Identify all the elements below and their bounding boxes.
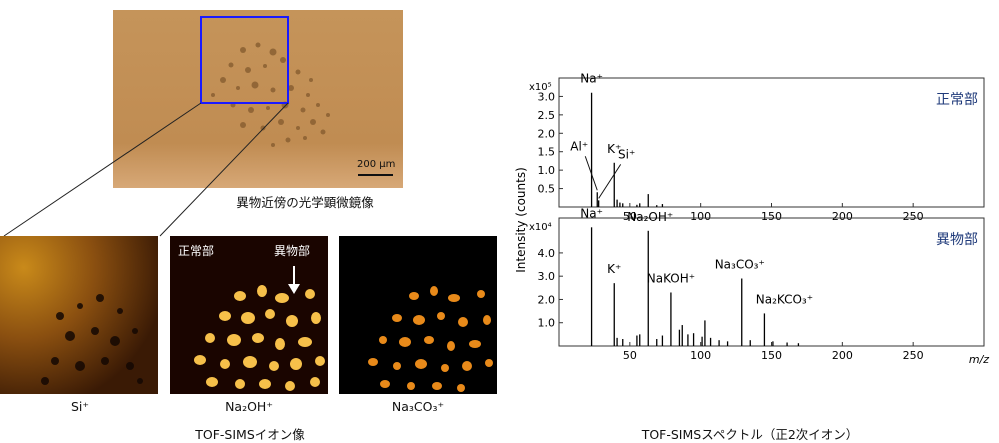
micrograph-caption: 異物近傍の光学顕微鏡像 [236,195,374,210]
micrograph-particles [211,42,330,147]
zoom-region-marker [200,16,289,104]
peak-annotation: Na⁺ [580,72,603,86]
peak-annotation: Al⁺ [570,139,588,153]
y-multiplier: x10⁴ [529,222,552,233]
peak-annotation: Na₃CO₃⁺ [715,258,765,272]
y-tick-label: 3.0 [538,270,556,283]
x-tick-label: 50 [623,210,637,223]
peak-annotation: Na₂OH⁺ [627,210,673,224]
x-tick-label: 150 [761,210,782,223]
y-tick-label: 1.0 [538,317,556,330]
plot-frame [558,217,985,347]
y-tick-label: 2.5 [538,109,556,122]
x-tick-label: 150 [761,349,782,362]
y-tick-label: 1.0 [538,164,556,177]
scale-bar-label: 200 µm [357,159,396,170]
peak-annotation: K⁺ [607,262,621,276]
peak-annotation: NaKOH⁺ [647,271,695,285]
peak-annotation: K⁺ [607,142,621,156]
optical-micrograph: 200 µm [113,10,403,188]
panel-title: 異物部 [936,232,978,248]
micrograph-svg [113,10,403,188]
y-tick-label: 0.5 [538,183,556,196]
ion-label-si: Si⁺ [70,399,89,414]
tof-sims-spectrum-chart: Intensity (counts) 50 100 150 200 250 0.5 1.0 1… [514,72,989,366]
ion-label-na2oh: Na₂OH⁺ [225,399,273,414]
y-tick-label: 2.0 [538,127,556,140]
x-tick-label: 250 [903,210,924,223]
y-tick-label: 1.5 [538,146,556,159]
peak-annotation: Na₂KCO₃⁺ [756,292,813,306]
label-foreign-region: 異物部 [274,244,311,258]
x-axis-label: m/z [969,353,989,366]
y-multiplier: x10⁵ [529,82,552,93]
x-tick-label: 200 [832,349,853,362]
ion-image-na3co3 [339,236,497,394]
x-tick-label: 100 [690,210,711,223]
zoom-connector [3,102,289,237]
annotation-arrow [584,156,598,191]
x-tick-label: 100 [690,349,711,362]
peak-annotation: Na⁺ [580,206,603,220]
ion-image-si [0,236,158,394]
ion-image-caption: TOF-SIMSイオン像 [195,427,305,442]
y-tick-label: 3.0 [538,90,556,103]
ion-label-na3co3: Na₃CO₃⁺ [391,399,445,414]
plot-frame [558,77,985,208]
x-tick-label: 50 [623,349,637,362]
spectrum-caption: TOF-SIMSスペクトル（正2次イオン） [641,427,859,442]
panel-title: 正常部 [936,92,978,108]
annotation-arrow [598,164,622,199]
y-tick-label: 4.0 [538,247,556,260]
y-axis-label: Intensity (counts) [514,167,528,273]
x-tick-label: 200 [832,210,853,223]
spectrum-panel-foreign: 50 100 150 200 250 1.0 2.0 3.0 4.0 x10⁴ 異物部 Na⁺ Na₂O… [529,206,989,366]
x-tick-label: 250 [903,349,924,362]
ion-image-na2oh: 正常部 異物部 [170,236,328,394]
label-normal-region: 正常部 [178,244,215,258]
y-tick-label: 2.0 [538,293,556,306]
peak-annotation: Si⁺ [618,147,635,161]
